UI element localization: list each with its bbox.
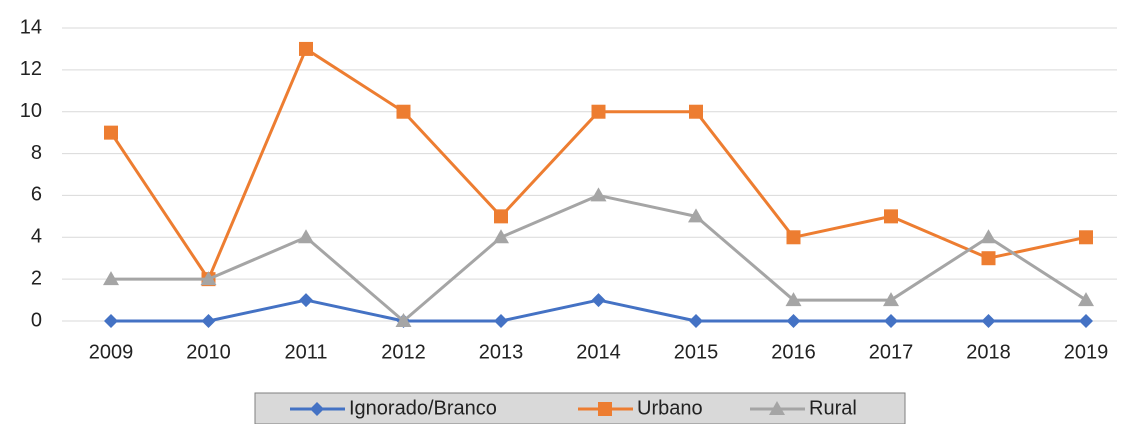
marker [981,251,996,266]
legend-label: Ignorado/Branco [349,397,497,419]
marker [494,314,508,328]
marker [395,313,412,327]
marker [298,229,314,244]
marker [493,229,509,244]
marker [786,314,801,328]
legend-marker [310,402,324,416]
marker [104,314,118,328]
y-tick-label: 10 [20,100,42,122]
x-tick-label: 2012 [381,341,426,363]
y-tick-label: 4 [31,226,42,248]
marker [785,292,802,307]
x-tick-label: 2016 [771,341,816,363]
x-tick-label: 2019 [1064,341,1109,363]
marker [689,104,703,119]
marker [981,314,996,328]
marker [396,104,411,119]
marker [299,41,313,56]
marker [689,314,703,328]
y-tick-label: 2 [31,267,42,289]
marker [591,104,606,119]
y-tick-label: 8 [31,142,42,164]
legend-marker [598,402,612,416]
x-tick-label: 2014 [576,341,621,363]
legend-label: Urbano [637,397,703,419]
x-tick-label: 2010 [186,341,231,363]
marker [980,229,997,244]
marker [103,271,119,286]
marker [884,314,898,328]
marker [786,230,801,245]
x-tick-label: 2013 [479,341,524,363]
x-tick-label: 2009 [89,341,134,363]
y-tick-label: 12 [20,58,42,80]
marker [200,271,217,286]
marker [688,208,704,223]
marker [1078,292,1094,307]
y-tick-label: 0 [31,309,42,331]
marker [1079,230,1093,245]
marker [201,314,216,328]
marker [591,293,606,308]
legend-marker [769,401,785,415]
marker [884,209,898,224]
y-tick-label: 14 [20,16,42,38]
x-tick-label: 2017 [869,341,914,363]
y-tick-label: 6 [31,184,42,206]
series-line [109,47,1087,281]
x-tick-label: 2018 [966,341,1011,363]
x-tick-label: 2015 [674,341,719,363]
x-tick-label: 2011 [284,341,327,363]
marker [883,292,899,307]
marker [494,209,508,224]
legend-label: Rural [809,397,857,419]
marker [1079,314,1093,328]
marker [104,125,118,140]
marker [299,293,313,308]
marker [590,187,607,202]
